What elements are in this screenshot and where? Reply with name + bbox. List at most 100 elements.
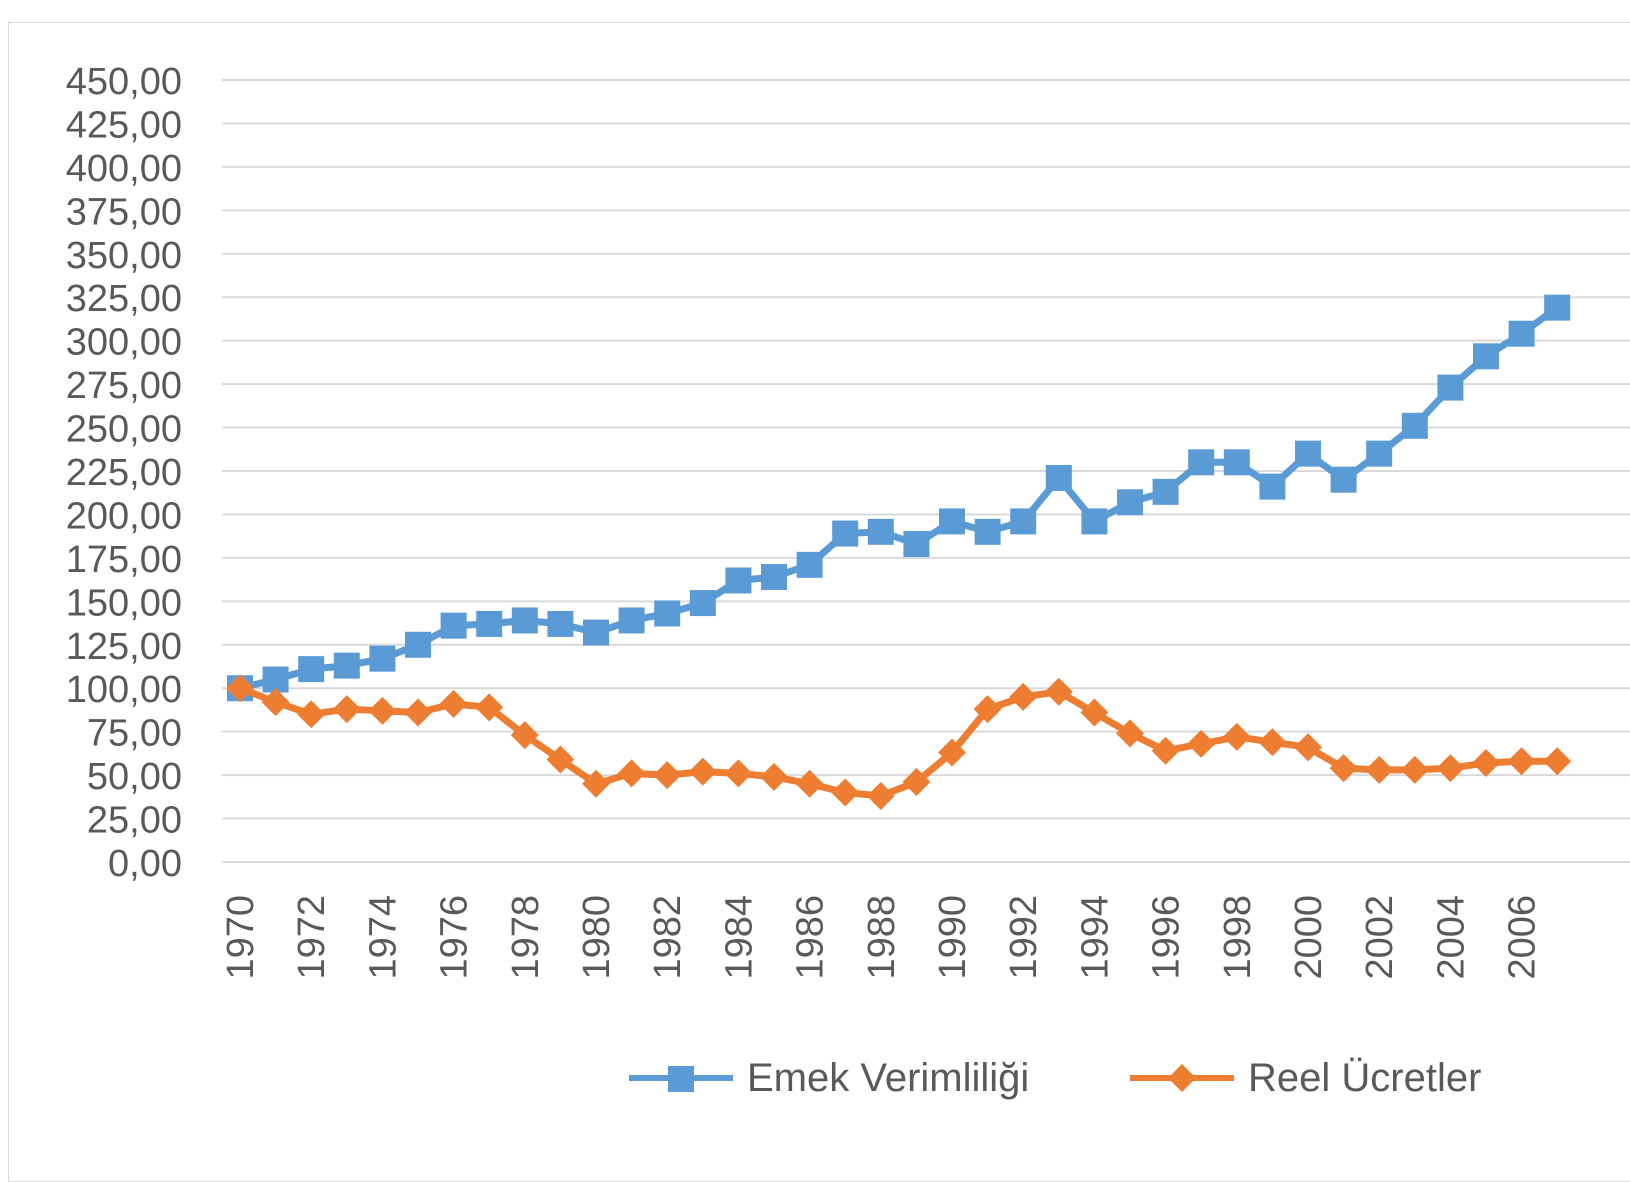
- data-point-reel-ucretler: [297, 700, 326, 729]
- y-tick-label: 125,00: [66, 626, 182, 668]
- x-tick-label: 2000: [1288, 895, 1330, 980]
- legend-diamond-marker-icon: [1130, 1064, 1234, 1092]
- data-point-emek-verimliligi: [1010, 508, 1037, 535]
- data-point-reel-ucretler: [226, 674, 254, 703]
- data-point-emek-verimliligi: [1045, 464, 1072, 491]
- y-tick-label: 50,00: [87, 756, 182, 798]
- data-point-reel-ucretler: [1436, 754, 1465, 783]
- data-point-emek-verimliligi: [867, 518, 894, 545]
- data-point-reel-ucretler: [1543, 747, 1572, 776]
- data-point-emek-verimliligi: [1437, 374, 1464, 401]
- data-point-emek-verimliligi: [832, 520, 859, 547]
- data-point-reel-ucretler: [1294, 733, 1322, 762]
- data-point-reel-ucretler: [439, 689, 468, 718]
- data-point-reel-ucretler: [1472, 748, 1500, 777]
- data-point-emek-verimliligi: [298, 656, 325, 683]
- x-tick-label: 1970: [220, 895, 262, 980]
- x-tick-label: 1990: [932, 895, 974, 980]
- data-point-emek-verimliligi: [1152, 478, 1179, 505]
- data-point-emek-verimliligi: [796, 551, 823, 578]
- y-tick-label: 150,00: [66, 582, 182, 624]
- data-point-reel-ucretler: [724, 759, 753, 788]
- data-point-reel-ucretler: [261, 688, 290, 717]
- data-point-emek-verimliligi: [1544, 294, 1571, 321]
- y-tick-label: 200,00: [66, 495, 182, 537]
- data-point-reel-ucretler: [902, 768, 931, 797]
- data-point-emek-verimliligi: [1188, 449, 1215, 476]
- legend-item-emek-verimliligi: Emek Verimliliği: [625, 1048, 1029, 1108]
- data-point-reel-ucretler: [1365, 755, 1394, 784]
- data-point-emek-verimliligi: [1117, 489, 1143, 516]
- y-tick-label: 225,00: [66, 452, 182, 494]
- data-point-reel-ucretler: [332, 695, 361, 724]
- data-point-reel-ucretler: [1187, 729, 1216, 758]
- legend: Emek Verimliliği Reel Ücretler: [0, 1048, 1630, 1108]
- y-tick-label: 425,00: [66, 104, 182, 146]
- legend-square-marker-icon: [629, 1066, 733, 1092]
- series-line-reel-ucretler: [238, 684, 1558, 800]
- y-tick-label: 325,00: [66, 278, 182, 320]
- data-point-emek-verimliligi: [405, 631, 431, 658]
- y-tick-label: 75,00: [87, 713, 182, 755]
- data-point-reel-ucretler: [866, 781, 895, 810]
- data-point-reel-ucretler: [368, 696, 397, 725]
- x-tick-label: 1978: [505, 895, 547, 980]
- legend-label: Reel Ücretler: [1248, 1055, 1482, 1100]
- data-point-reel-ucretler: [1329, 754, 1358, 783]
- data-point-reel-ucretler: [938, 738, 966, 767]
- y-tick-label: 250,00: [66, 409, 182, 451]
- data-point-reel-ucretler: [1400, 755, 1429, 784]
- x-tick-label: 1984: [718, 895, 760, 980]
- data-point-reel-ucretler: [1116, 719, 1144, 748]
- x-tick-label: 1988: [861, 895, 903, 980]
- series-layer: [226, 294, 1572, 810]
- data-point-emek-verimliligi: [547, 610, 574, 637]
- data-point-emek-verimliligi: [511, 607, 538, 634]
- data-point-reel-ucretler: [1080, 698, 1109, 727]
- data-point-reel-ucretler: [831, 778, 860, 807]
- x-tick-label: 1980: [576, 895, 618, 980]
- data-point-emek-verimliligi: [1081, 508, 1108, 535]
- data-point-emek-verimliligi: [903, 530, 930, 557]
- data-point-emek-verimliligi: [369, 645, 396, 672]
- x-tick-label: 2006: [1502, 895, 1544, 980]
- x-tick-label: 1986: [790, 895, 832, 980]
- data-point-reel-ucretler: [1009, 682, 1038, 711]
- data-point-reel-ucretler: [1222, 722, 1251, 751]
- data-point-emek-verimliligi: [1330, 466, 1357, 493]
- data-point-emek-verimliligi: [974, 518, 1001, 545]
- data-point-emek-verimliligi: [440, 612, 467, 639]
- data-point-emek-verimliligi: [1473, 343, 1499, 370]
- data-point-reel-ucretler: [1507, 747, 1536, 776]
- data-point-reel-ucretler: [475, 693, 504, 722]
- data-point-emek-verimliligi: [761, 564, 787, 591]
- y-tick-label: 100,00: [66, 669, 182, 711]
- data-point-emek-verimliligi: [1259, 473, 1286, 500]
- x-tick-label: 1976: [434, 895, 476, 980]
- y-tick-label: 375,00: [66, 191, 182, 233]
- y-tick-label: 25,00: [87, 800, 182, 842]
- x-tick-label: 1972: [291, 895, 333, 980]
- data-point-reel-ucretler: [973, 695, 1002, 724]
- data-point-reel-ucretler: [404, 698, 432, 727]
- data-point-reel-ucretler: [688, 757, 717, 786]
- gridlines: [222, 79, 1630, 863]
- data-point-reel-ucretler: [1151, 736, 1180, 765]
- data-point-reel-ucretler: [510, 721, 539, 750]
- x-tick-label: 1998: [1217, 895, 1259, 980]
- x-tick-label: 1994: [1074, 895, 1116, 980]
- x-axis-tick-labels: 1970 1972 1974 1976 1978 1980 1982 1984 1986 1988…: [220, 895, 1544, 980]
- data-point-reel-ucretler: [546, 745, 575, 774]
- y-tick-label: 450,00: [66, 61, 182, 103]
- data-point-emek-verimliligi: [583, 619, 609, 646]
- data-point-reel-ucretler: [1258, 728, 1287, 757]
- data-point-emek-verimliligi: [1366, 440, 1393, 467]
- x-tick-label: 2002: [1359, 895, 1401, 980]
- data-point-emek-verimliligi: [618, 607, 645, 634]
- data-point-emek-verimliligi: [1508, 320, 1535, 347]
- data-point-emek-verimliligi: [333, 652, 360, 679]
- x-tick-label: 1992: [1003, 895, 1045, 980]
- data-point-reel-ucretler: [795, 769, 824, 798]
- y-tick-label: 300,00: [66, 322, 182, 364]
